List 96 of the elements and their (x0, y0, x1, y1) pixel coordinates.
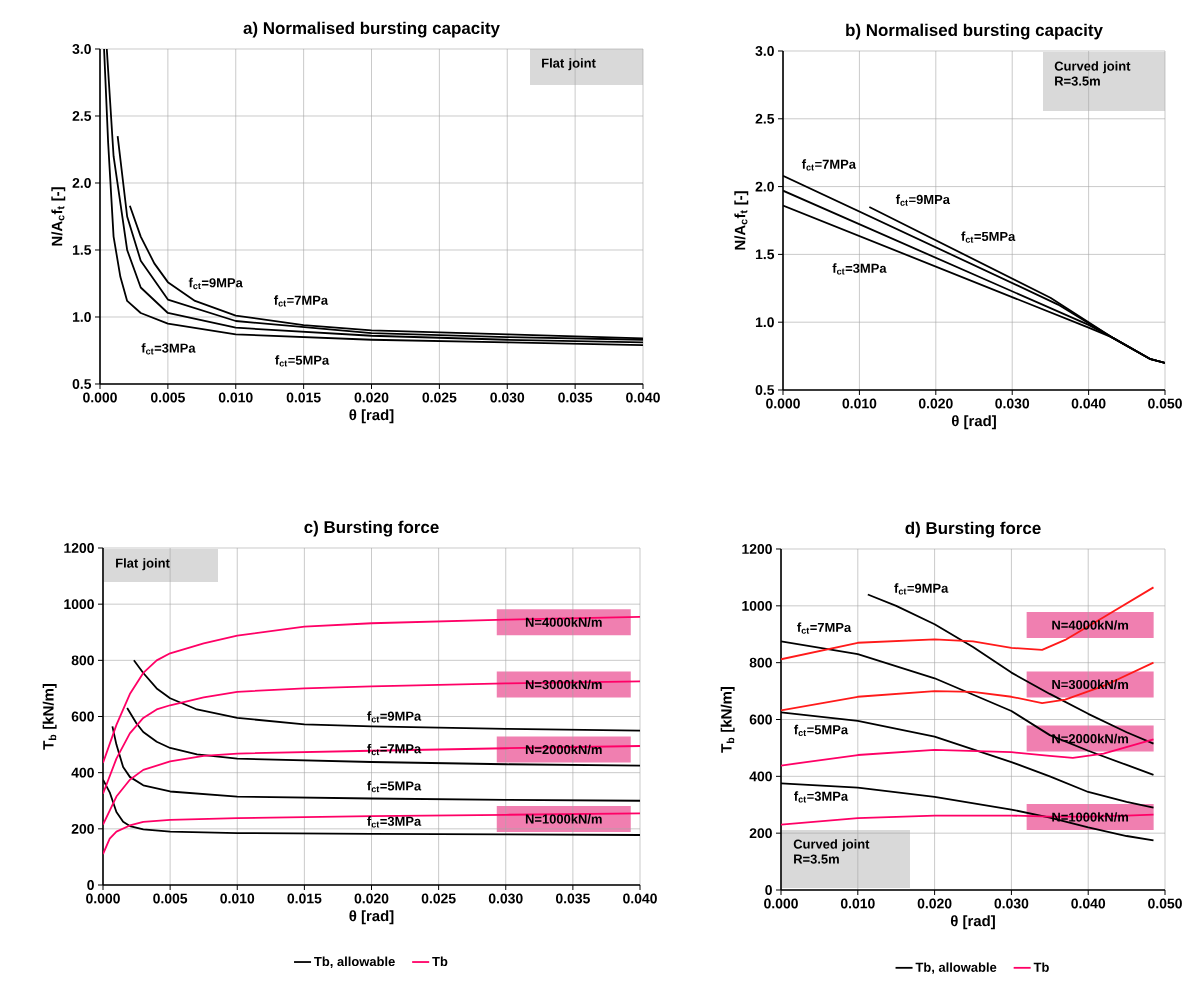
annotation: f$_{ct}$=3MPa (367, 816, 422, 828)
annotation: f$_{ct}$=7MPa (797, 622, 852, 634)
y-tick-label: 600 (71, 711, 94, 722)
y-axis-title: T$_{b}$ [kN/m] (720, 687, 735, 753)
y-tick-label: 1200 (64, 543, 94, 553)
y-tick-label: 0 (765, 885, 772, 895)
annotation: f$_{ct}$=5MPa (367, 780, 422, 793)
x-tick-label: 0.035 (555, 893, 590, 904)
y-tick-label: 200 (749, 828, 772, 839)
x-tick-label: 0.030 (995, 398, 1030, 409)
legend-label: Tb (432, 956, 448, 967)
x-tick-label: 0.020 (918, 398, 953, 409)
y-tick-label: 400 (749, 771, 772, 782)
x-axis-title: θ [rad] (950, 915, 995, 930)
x-tick-label: 0.000 (766, 398, 800, 409)
y-tick-label: 3.0 (72, 44, 91, 54)
y-axis-title: N/A$_{c}$f$_{t}$ [-] (734, 191, 749, 250)
y-axis-title: T$_{b}$ [kN/m] (42, 684, 57, 750)
x-tick-label: 0.000 (764, 898, 798, 909)
x-axis-title: θ [rad] (349, 409, 394, 424)
x-tick-label: 0.010 (218, 392, 253, 403)
y-tick-label: 0 (87, 880, 94, 890)
annotation: Curved joint R=3.5m (793, 839, 870, 864)
y-tick-label: 600 (749, 714, 772, 725)
y-tick-label: 400 (71, 767, 94, 778)
chart-title: c) Bursting force (304, 520, 439, 537)
x-tick-label: 0.020 (354, 893, 389, 904)
y-tick-label: 1000 (64, 599, 94, 610)
x-tick-label: 0.035 (558, 392, 593, 403)
annotation: f$_{ct}$=5MPa (794, 724, 849, 737)
x-tick-label: 0.030 (994, 898, 1029, 909)
y-tick-label: 1.5 (72, 245, 92, 255)
x-tick-label: 0.030 (488, 893, 523, 904)
annotation: Flat joint (542, 58, 596, 71)
x-tick-label: 0.050 (1148, 898, 1182, 909)
annotation: f$_{ct}$=3MPa (832, 263, 887, 275)
x-tick-label: 0.010 (842, 398, 877, 409)
x-axis-title: θ [rad] (349, 910, 394, 925)
y-tick-label: 1.0 (755, 317, 774, 328)
annotation: N=2000kN/m (525, 744, 602, 755)
x-tick-label: 0.020 (917, 898, 952, 909)
chart-title: d) Bursting force (905, 521, 1041, 538)
x-axis-title: θ [rad] (951, 415, 996, 430)
annotation: N=4000kN/m (525, 617, 602, 627)
y-tick-label: 800 (749, 657, 772, 668)
legend-label: Tb (1033, 962, 1049, 972)
annotation: N=1000kN/m (1052, 812, 1129, 822)
y-tick-label: 2.5 (72, 111, 92, 121)
y-tick-label: 1.0 (72, 312, 91, 322)
x-tick-label: 0.030 (490, 392, 525, 403)
x-tick-label: 0.040 (1071, 898, 1106, 909)
annotation: f$_{ct}$=9MPa (894, 583, 949, 595)
y-tick-label: 0.5 (755, 385, 775, 395)
annotation: f$_{ct}$=3MPa (141, 343, 196, 355)
annotation: Curved joint R=3.5m (1054, 61, 1131, 86)
x-tick-label: 0.005 (150, 392, 185, 403)
chart-title: a) Normalised bursting capacity (243, 21, 500, 38)
y-tick-label: 1.5 (755, 249, 775, 260)
y-axis-title: N/A$_{c}$f$_{t}$ [-] (51, 187, 66, 246)
annotation: f$_{ct}$=3MPa (794, 791, 849, 803)
x-tick-label: 0.050 (1148, 398, 1182, 409)
y-tick-label: 800 (71, 655, 94, 666)
y-tick-label: 3.0 (755, 46, 774, 56)
annotation: f$_{ct}$=9MPa (895, 194, 951, 206)
annotation: N=3000kN/m (525, 679, 602, 690)
x-tick-label: 0.005 (153, 893, 188, 904)
y-tick-label: 2.0 (72, 178, 91, 188)
annotation: f$_{ct}$=5MPa (961, 231, 1016, 243)
x-tick-label: 0.010 (220, 893, 255, 904)
y-tick-label: 1000 (742, 600, 772, 611)
x-tick-label: 0.015 (287, 893, 322, 904)
chart-title: b) Normalised bursting capacity (846, 23, 1103, 40)
y-tick-label: 2.0 (755, 181, 774, 192)
y-tick-label: 200 (71, 823, 94, 834)
x-tick-label: 0.040 (626, 392, 660, 403)
x-tick-label: 0.020 (354, 392, 389, 403)
x-tick-label: 0.015 (286, 392, 321, 403)
y-tick-label: 0.5 (72, 379, 92, 389)
annotation: f$_{ct}$=9MPa (367, 711, 422, 723)
annotation: f$_{ct}$=9MPa (188, 277, 243, 290)
annotation: f$_{ct}$=5MPa (275, 355, 330, 367)
x-tick-label: 0.025 (421, 893, 456, 904)
y-tick-label: 2.5 (755, 113, 775, 124)
x-tick-label: 0.040 (623, 893, 657, 904)
annotation: f$_{ct}$=7MPa (274, 295, 329, 307)
x-tick-label: 0.040 (1071, 398, 1106, 409)
annotation: f$_{ct}$=7MPa (801, 159, 857, 171)
y-tick-label: 1200 (742, 544, 772, 554)
x-tick-label: 0.000 (83, 392, 117, 403)
legend-label: Tb, allowable (915, 962, 997, 974)
legend-label: Tb, allowable (314, 956, 395, 968)
x-tick-label: 0.010 (840, 898, 875, 909)
x-tick-label: 0.025 (422, 392, 457, 403)
annotation: N=1000kN/m (525, 814, 602, 824)
x-tick-label: 0.000 (86, 893, 120, 904)
annotation: Flat joint (116, 558, 170, 571)
